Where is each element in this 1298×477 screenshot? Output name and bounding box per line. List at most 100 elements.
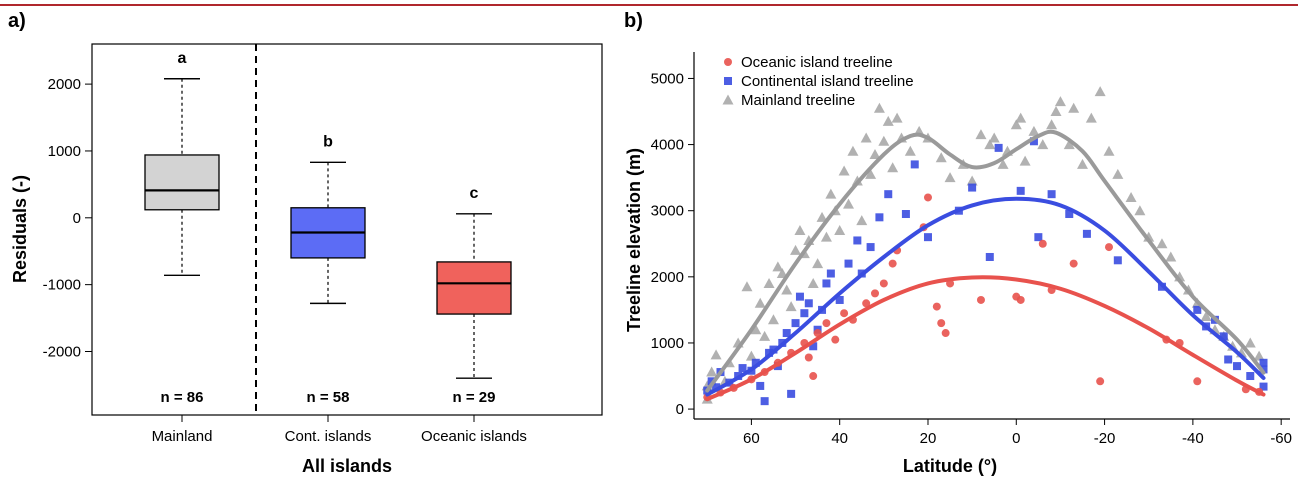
legend-square-icon (724, 77, 732, 85)
y-tick-label: 1000 (651, 335, 684, 352)
data-point (985, 252, 994, 261)
data-point (706, 366, 718, 377)
data-point (988, 132, 1000, 143)
data-point (884, 190, 893, 199)
data-point (1259, 365, 1268, 374)
data-point (820, 231, 832, 242)
data-point (759, 330, 771, 341)
sample-size-label: n = 58 (307, 389, 350, 406)
data-point (1200, 311, 1212, 322)
data-point (800, 309, 809, 318)
data-point (1016, 295, 1025, 304)
box-cont-islands: b n = 58 (290, 133, 366, 406)
data-point (1219, 332, 1228, 341)
data-point (794, 225, 806, 236)
data-point (1193, 305, 1202, 314)
data-point (1016, 186, 1025, 195)
series-circle-points (703, 193, 1264, 402)
x-axis-title: Latitude (°) (903, 456, 997, 476)
data-point (1050, 106, 1062, 117)
data-point (871, 289, 880, 298)
data-point (812, 258, 824, 269)
data-point (787, 389, 796, 398)
boxes: a n = 86 b n = 58 c n = 29 (144, 50, 512, 406)
data-point (887, 162, 899, 173)
data-point (1015, 112, 1027, 123)
data-point (807, 277, 819, 288)
data-point (932, 302, 941, 311)
data-point (941, 329, 950, 338)
data-point (862, 299, 871, 308)
x-axis: Mainland Cont. islands Oceanic islands (152, 415, 527, 445)
box-oceanic-islands: c n = 29 (436, 185, 512, 406)
data-point (1259, 382, 1268, 391)
data-point (738, 364, 747, 373)
fit-line (705, 196, 1266, 397)
data-point (968, 183, 977, 192)
data-point (844, 259, 853, 268)
significance-letter: b (323, 133, 333, 150)
data-point (923, 233, 932, 242)
data-point (984, 139, 996, 150)
x-tick-label: 20 (920, 430, 937, 447)
data-point (1134, 205, 1146, 216)
x-tick-label: 60 (743, 430, 760, 447)
data-point (782, 329, 791, 338)
data-point (904, 145, 916, 156)
y-axis: 2000 1000 0 -1000 -2000 (43, 76, 92, 360)
fit-line (705, 129, 1266, 393)
data-point (843, 198, 855, 209)
significance-letter: c (470, 185, 479, 202)
data-point (1037, 139, 1049, 150)
data-point (853, 236, 862, 245)
data-point (1085, 112, 1097, 123)
data-point (712, 383, 721, 392)
data-point (1103, 145, 1115, 156)
data-point (847, 145, 859, 156)
data-point (1244, 337, 1256, 348)
y-tick-label: 2000 (651, 269, 684, 286)
legend-label: Mainland treeline (741, 92, 855, 109)
x-tick-label: Cont. islands (285, 428, 372, 445)
data-point (1253, 350, 1265, 361)
data-point (1028, 125, 1040, 136)
data-point (781, 284, 793, 295)
data-point (1193, 377, 1202, 386)
data-point (816, 211, 828, 222)
data-point (856, 215, 868, 226)
data-point (994, 143, 1003, 152)
data-point (882, 115, 894, 126)
data-point (804, 353, 813, 362)
data-point (750, 324, 762, 335)
fit-line (705, 275, 1266, 402)
data-point (1246, 372, 1255, 381)
data-point (1113, 256, 1122, 265)
data-point (1156, 238, 1168, 249)
data-point (765, 348, 774, 357)
plot-frame (91, 43, 603, 416)
data-point (975, 129, 987, 140)
data-point (840, 309, 849, 318)
x-tick-label: -40 (1182, 430, 1204, 447)
box-mainland: a n = 86 (144, 50, 220, 406)
data-point (1068, 102, 1080, 113)
data-point (791, 319, 800, 328)
legend: Oceanic island treeline Continental islan… (722, 54, 914, 109)
data-point (831, 335, 840, 344)
data-point (710, 349, 722, 360)
data-point (1082, 229, 1091, 238)
data-point (1034, 233, 1043, 242)
data-point (869, 148, 881, 159)
data-point (760, 397, 769, 406)
significance-letter: a (178, 50, 187, 67)
y-tick-label: 5000 (651, 70, 684, 87)
legend-label: Continental island treeline (741, 73, 914, 90)
data-point (888, 259, 897, 268)
data-point (1259, 358, 1268, 367)
data-point (1125, 191, 1137, 202)
data-point (822, 319, 831, 328)
box-plot-panel: 2000 1000 0 -1000 -2000 a n = 86 b n = 58 c n = 2… (10, 43, 603, 476)
data-point (878, 135, 890, 146)
y-tick-label: 0 (73, 210, 81, 227)
